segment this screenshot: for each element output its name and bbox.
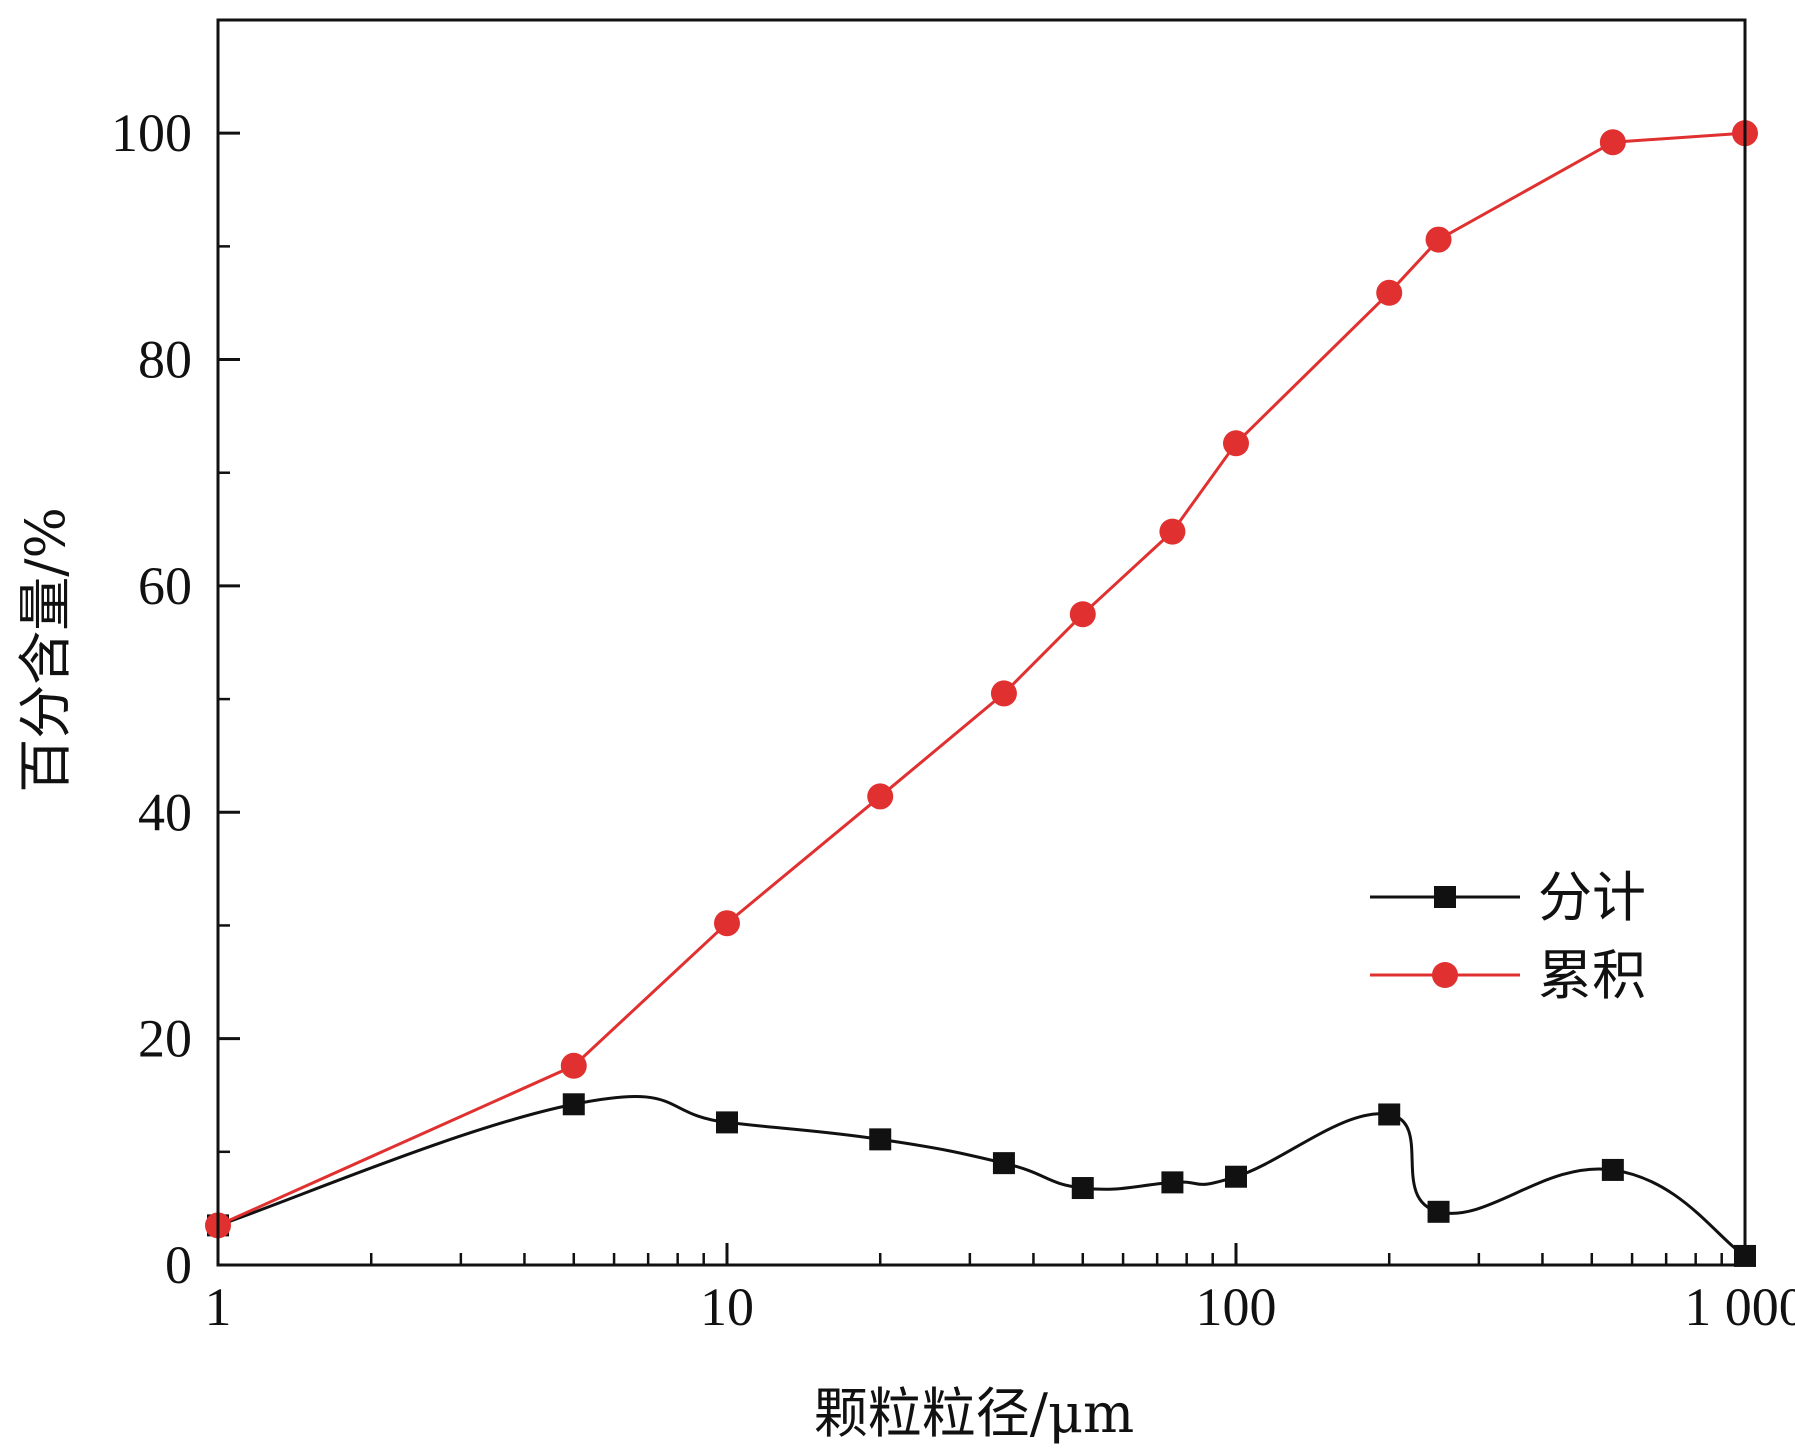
x-axis-label: 颗粒粒径/μm (814, 1382, 1135, 1445)
series-line-2 (217, 131, 1746, 1227)
x-tick-label: 100 (1196, 1277, 1277, 1337)
y-tick-label: 60 (138, 556, 192, 616)
series-1-point (869, 1128, 892, 1151)
series-2-point (867, 783, 894, 810)
x-tick-label: 1 (205, 1277, 232, 1337)
x-tick-label: 1 000 (1684, 1277, 1795, 1337)
legend-marker-2 (1432, 962, 1458, 988)
series-1-point (562, 1093, 585, 1116)
y-tick-label: 20 (138, 1009, 192, 1069)
series-layer (205, 120, 1758, 1267)
series-1-point (992, 1152, 1015, 1175)
y-axis-label: 百分含量/% (14, 507, 77, 793)
legend-label-2: 累积 (1538, 944, 1646, 1007)
series-2-point (1599, 129, 1626, 156)
series-1-point (1601, 1158, 1624, 1181)
x-tick-label: 10 (700, 1277, 754, 1337)
series-1-point (1161, 1171, 1184, 1194)
series-1-point (1427, 1200, 1450, 1223)
series-2-point (1376, 279, 1403, 306)
series-1-point (1071, 1177, 1094, 1200)
series-2-point (1069, 601, 1096, 628)
series-2-point (560, 1052, 587, 1079)
series-1-point (716, 1111, 738, 1134)
series-2-point (990, 680, 1017, 707)
series-1-point (1225, 1165, 1247, 1188)
y-tick-label: 40 (138, 782, 192, 842)
y-tick-label: 80 (138, 330, 192, 390)
series-line-1 (217, 1095, 1746, 1258)
axes-layer: 1 10 100 1 000 0 20 40 60 80 100 (111, 18, 1795, 1337)
series-2-point (714, 910, 740, 937)
series-2-point (1223, 430, 1249, 457)
y-tick-label: 100 (111, 103, 192, 163)
plot-frame (216, 18, 1747, 1267)
y-tick-label: 0 (165, 1235, 192, 1295)
series-1-point (1378, 1103, 1401, 1126)
legend-marker-1 (1434, 886, 1456, 908)
series-2-point (1159, 518, 1186, 545)
series-2-point (1425, 226, 1452, 253)
legend-label-1: 分计 (1538, 866, 1646, 929)
